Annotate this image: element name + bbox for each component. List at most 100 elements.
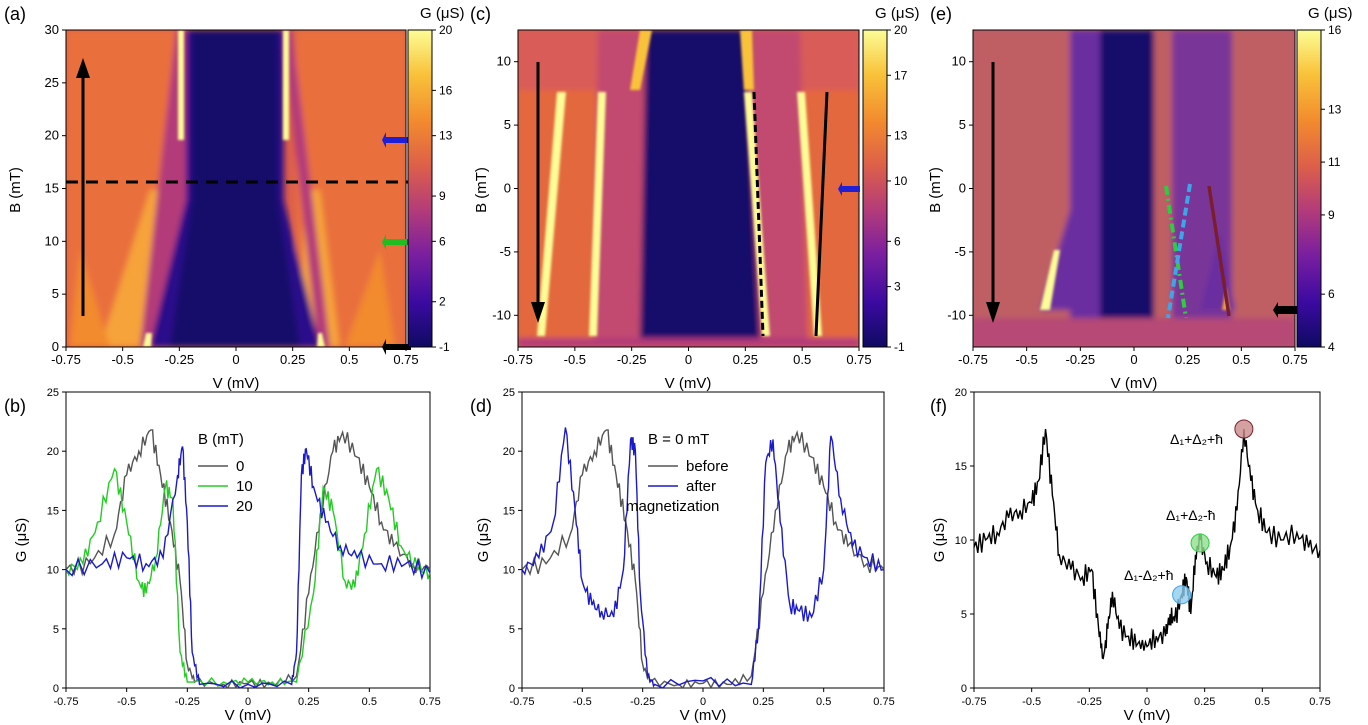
x-tick-label: -0.5: [573, 696, 592, 708]
colorbar-tick-label: 16: [1328, 23, 1342, 37]
y-tick-label: 20: [45, 128, 59, 143]
y-tick-label: 30: [45, 22, 59, 37]
dashed-fit-line-c: [752, 91, 765, 337]
x-axis-title-d: V (mV): [680, 707, 727, 724]
x-tick-label: 0: [1144, 696, 1150, 708]
x-axis-title-c: V (mV): [665, 375, 712, 392]
x-axis-title-a: V (mV): [213, 375, 260, 392]
y-axis-title-a: B (mT): [7, 167, 24, 213]
panel-label-f: (f): [930, 396, 947, 416]
x-tick-label: 0.75: [419, 696, 440, 708]
colorbar-tick-label: -1: [894, 340, 905, 354]
legend-label-0: 0: [236, 458, 244, 475]
y-tick-label: 25: [503, 387, 515, 399]
panel-label-d: (d): [470, 396, 492, 416]
colorbar-tick-label: 9: [1328, 208, 1335, 222]
blue-arrow-icon: [838, 182, 860, 196]
colorbar-title-c: G (μS): [875, 5, 919, 22]
x-ticks-f: -0.75 -0.5 -0.25 0 0.25 0.5 0.75: [961, 688, 1331, 708]
x-tick-label: -0.5: [117, 696, 136, 708]
highlight-marker: [1190, 533, 1210, 553]
y-tick-label: 5: [961, 609, 967, 621]
y-axis-title-f: G (μS): [931, 518, 948, 562]
y-ticks-d: 0 5 10 15 20 25: [503, 387, 522, 695]
x-tick-label: 0.75: [1309, 696, 1330, 708]
y-ticks-c: -10 -5 0 5 10: [492, 54, 518, 322]
y-tick-label: -10: [492, 307, 511, 322]
y-ticks-e: -10 -5 0 5 10: [947, 54, 973, 322]
arrowhead-up-icon: [76, 58, 90, 78]
legend-title-b: B (mT): [198, 431, 244, 448]
y-tick-label: 15: [503, 505, 515, 517]
y-axis-title-e: B (mT): [927, 167, 944, 213]
colorbar-tick-label: -1: [439, 340, 450, 354]
colorbar-tick-label: 13: [439, 129, 453, 143]
y-tick-label: 0: [53, 683, 59, 695]
x-tick-label: 0.75: [873, 696, 894, 708]
x-tick-label: 0.75: [846, 352, 871, 367]
x-tick-label: 0.75: [393, 352, 418, 367]
heatmap-a: [66, 30, 406, 347]
x-tick-label: 0: [232, 352, 239, 367]
highlight-marker: [1172, 585, 1192, 605]
black-arrow-icon: [1273, 302, 1297, 318]
x-tick-label: -0.25: [617, 352, 647, 367]
solid-fit-line-c: [814, 91, 829, 337]
colorbar-a: [407, 29, 433, 348]
colorbar-tick-label: 20: [894, 23, 908, 37]
colorbar-e: [1296, 29, 1322, 348]
panel-c: (c) G (μ: [470, 4, 919, 392]
colorbar-tick-label: 11: [1328, 155, 1341, 169]
panel-label-a: (a): [4, 4, 26, 24]
y-tick-label: 0: [52, 339, 59, 354]
y-tick-label: 0: [504, 181, 511, 196]
y-tick-label: 10: [955, 535, 967, 547]
y-tick-label: 5: [959, 117, 966, 132]
x-axis-title-e: V (mV): [1111, 375, 1158, 392]
x-tick-label: 0.5: [362, 696, 377, 708]
series-line-main: [973, 428, 1321, 660]
colorbar-tick-label: 10: [894, 174, 908, 188]
y-axis-title-d: G (μS): [475, 518, 492, 562]
x-tick-label: 0.5: [1232, 352, 1250, 367]
maroon-line-e: [1207, 185, 1231, 317]
panel-label-b: (b): [4, 396, 26, 416]
y-tick-label: 0: [959, 181, 966, 196]
colorbar-tick-label: 20: [439, 23, 453, 37]
y-tick-label: 20: [503, 446, 515, 458]
x-tick-label: 0.25: [1175, 352, 1200, 367]
green-dashdot-line-e: [1164, 185, 1188, 319]
series-group-d: [521, 427, 885, 690]
x-tick-label: 0.5: [1255, 696, 1270, 708]
colorbar-tick-label: 2: [439, 295, 446, 309]
legend-label-magnetization: magnetization: [626, 498, 719, 515]
y-tick-label: 0: [509, 683, 515, 695]
y-tick-label: 5: [509, 624, 515, 636]
y-tick-label: 15: [47, 505, 59, 517]
y-axis-title-c: B (mT): [473, 167, 490, 213]
legend-label-after: after: [686, 478, 716, 495]
y-tick-label: 5: [52, 286, 59, 301]
x-tick-label: 0: [700, 696, 706, 708]
panel-label-e: (e): [930, 4, 952, 24]
annotation-f3: Δ₁-Δ₂+ħ: [1124, 567, 1174, 583]
x-tick-label: -0.75: [961, 696, 986, 708]
x-tick-label: -0.75: [958, 352, 988, 367]
y-tick-label: 10: [47, 565, 59, 577]
y-tick-label: 10: [45, 233, 59, 248]
black-arrow-icon: [382, 339, 411, 355]
legend-label-10: 10: [236, 478, 253, 495]
series-line-before: [521, 429, 885, 690]
highlight-marker: [1234, 419, 1254, 439]
colorbar-tick-label: 6: [439, 234, 446, 248]
x-tick-label: -0.25: [1077, 696, 1102, 708]
x-ticks-c: -0.75 -0.5 -0.25 0 0.25 0.5 0.75: [503, 347, 872, 367]
x-tick-label: -0.5: [564, 352, 586, 367]
x-tick-label: -0.5: [1015, 352, 1037, 367]
x-tick-label: -0.75: [509, 696, 534, 708]
y-tick-label: -10: [947, 307, 966, 322]
plot-frame-f: [973, 391, 1321, 689]
x-tick-label: 0.75: [1282, 352, 1307, 367]
y-tick-label: 25: [45, 75, 59, 90]
